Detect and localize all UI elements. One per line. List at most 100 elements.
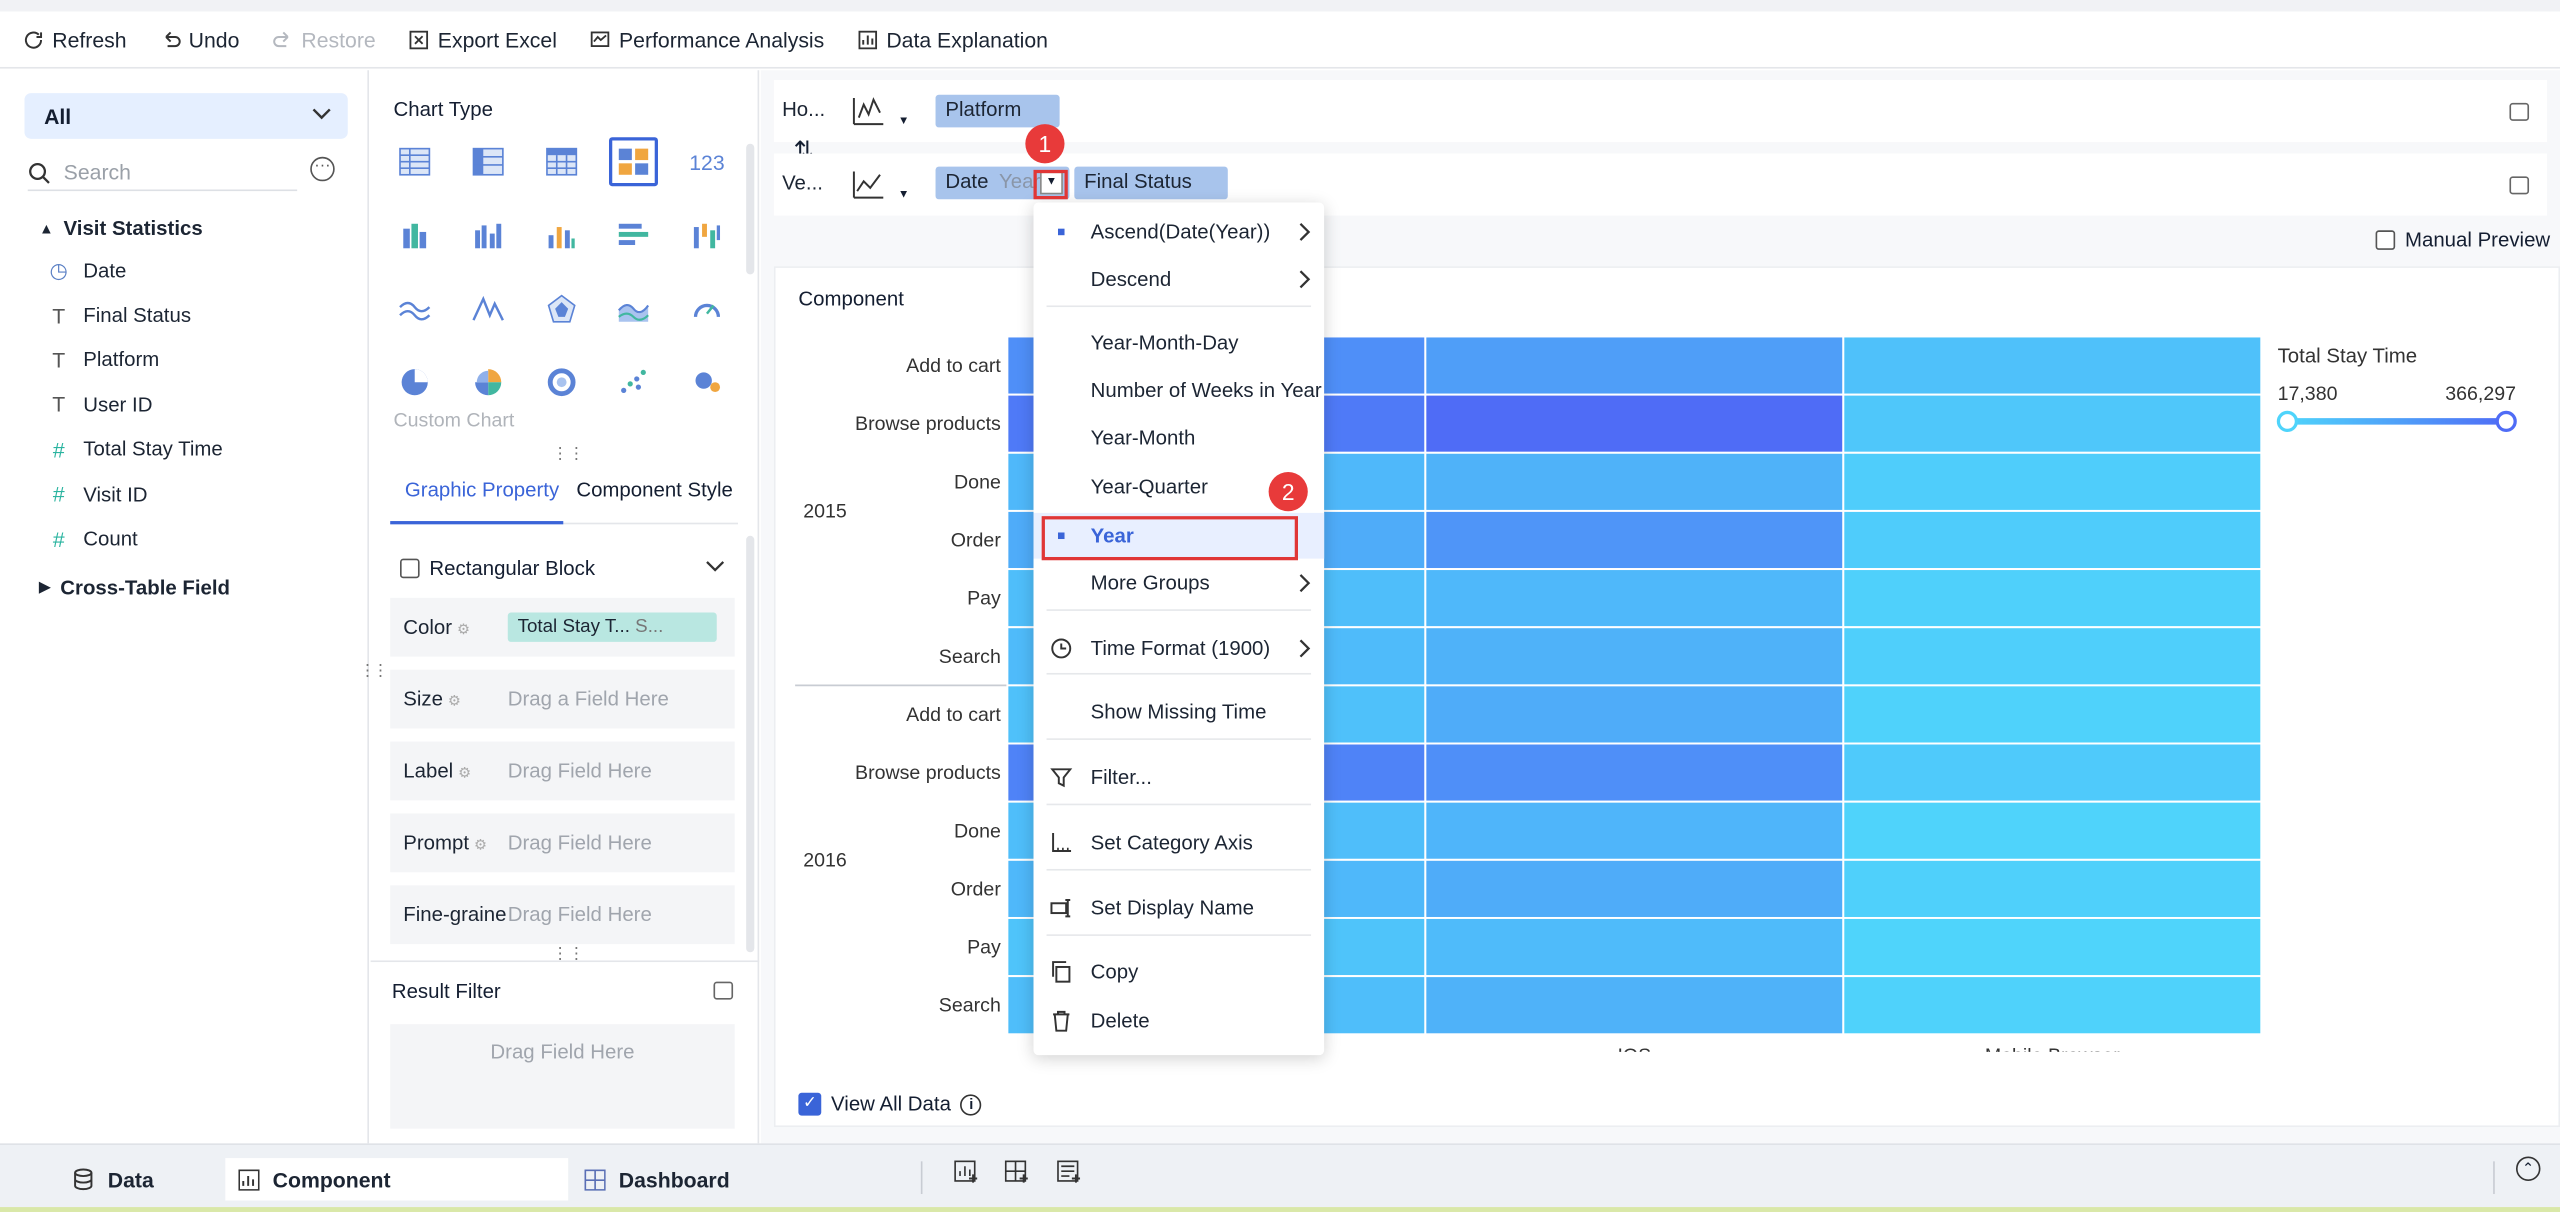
fine-grained-property[interactable]: Fine-graine Drag Field Here bbox=[390, 885, 735, 945]
menu-item-ascend-date-year[interactable]: Ascend(Date(Year)) bbox=[1033, 209, 1324, 255]
chart-type-group-table-icon[interactable] bbox=[464, 137, 513, 186]
chart-type-cross-table-icon[interactable] bbox=[537, 137, 586, 186]
menu-item-delete[interactable]: Delete bbox=[1033, 998, 1324, 1044]
menu-item-set-display-name[interactable]: Set Display Name bbox=[1033, 885, 1324, 931]
chart-type-bar-icon[interactable] bbox=[537, 211, 586, 260]
tab-component[interactable]: Component bbox=[225, 1158, 569, 1201]
refresh-icon bbox=[24, 30, 43, 48]
chart-type-line-icon[interactable] bbox=[390, 284, 439, 333]
menu-item-more-groups[interactable]: More Groups bbox=[1033, 560, 1324, 606]
chart-type-radar-icon[interactable] bbox=[537, 284, 586, 333]
menu-item-time-format-1900[interactable]: Time Format (1900) bbox=[1033, 626, 1324, 672]
horizontal-shelf[interactable]: Ho... ▼ Platform bbox=[773, 80, 2548, 143]
chart-type-scatter-icon[interactable] bbox=[609, 358, 658, 407]
restore-button[interactable]: Restore bbox=[272, 27, 376, 51]
color-field-chip[interactable]: Total Stay T... S... bbox=[507, 612, 717, 642]
caret-down-icon[interactable]: ▼ bbox=[897, 115, 910, 128]
chart-type-bubble-icon[interactable] bbox=[682, 358, 731, 407]
field-platform[interactable]: T Platform bbox=[0, 338, 367, 383]
manual-preview-checkbox[interactable] bbox=[2375, 230, 2396, 250]
result-filter-dropzone[interactable]: Drag Field Here bbox=[390, 1024, 735, 1129]
scrollbar[interactable] bbox=[746, 535, 755, 953]
view-all-checkbox[interactable]: ✓ bbox=[798, 1092, 822, 1116]
field-count[interactable]: # Count bbox=[0, 517, 367, 562]
field-user-id[interactable]: T User ID bbox=[0, 382, 367, 427]
field-final-status[interactable]: T Final Status bbox=[0, 293, 367, 338]
color-property[interactable]: Color ⚙ Total Stay T... S... bbox=[390, 597, 735, 657]
menu-item-copy[interactable]: Copy bbox=[1033, 949, 1324, 995]
vertical-shelf[interactable]: Ve... ▼ Date Year ▼ Final Status bbox=[773, 153, 2548, 216]
menu-item-set-category-axis[interactable]: Set Category Axis bbox=[1033, 820, 1324, 866]
add-dashboard-icon[interactable] bbox=[1004, 1158, 1030, 1184]
add-component-icon[interactable] bbox=[953, 1158, 979, 1184]
menu-item-year-month-day[interactable]: Year-Month-Day bbox=[1033, 320, 1324, 366]
tab-component-label: Component bbox=[272, 1167, 391, 1192]
lock-icon[interactable] bbox=[2509, 102, 2530, 121]
resize-handle-h[interactable]: ⋮⋮ bbox=[551, 445, 585, 464]
menu-item-year-month[interactable]: Year-Month bbox=[1033, 415, 1324, 461]
view-all-data-toggle[interactable]: ✓ View All Data i bbox=[798, 1092, 982, 1116]
lock-icon[interactable] bbox=[2509, 176, 2530, 195]
final-status-chip[interactable]: Final Status bbox=[1074, 166, 1228, 200]
size-property[interactable]: Size ⚙ Drag a Field Here bbox=[390, 669, 735, 729]
more-options-icon[interactable]: ··· bbox=[310, 156, 335, 182]
caret-right-icon: ▶ bbox=[39, 578, 51, 595]
menu-item-year[interactable]: Year bbox=[1033, 512, 1325, 559]
chart-type-gauge-icon[interactable] bbox=[682, 284, 731, 333]
chart-type-donut-icon[interactable] bbox=[537, 358, 586, 407]
chart-type-scrollbar[interactable] bbox=[746, 143, 755, 275]
chart-type-kpi-icon[interactable]: 123 bbox=[682, 137, 731, 186]
divider bbox=[370, 960, 760, 963]
field-visit-id[interactable]: # Visit ID bbox=[0, 472, 367, 517]
manual-preview-toggle[interactable]: Manual Preview bbox=[2375, 229, 2550, 252]
platform-chip[interactable]: Platform bbox=[935, 94, 1060, 128]
menu-item-filter[interactable]: Filter... bbox=[1033, 755, 1324, 801]
chart-type-radar-line-icon[interactable] bbox=[464, 284, 513, 333]
dataset-select[interactable]: All bbox=[24, 93, 348, 139]
row-label: Pay bbox=[967, 937, 1001, 959]
text-field-icon: T bbox=[52, 303, 66, 328]
menu-item-number-of-weeks-in-year[interactable]: Number of Weeks in Year bbox=[1033, 368, 1324, 414]
rectangular-block-row[interactable]: Rectangular Block bbox=[400, 552, 735, 585]
tab-component-style[interactable]: Component Style bbox=[576, 478, 733, 502]
label-property[interactable]: Label ⚙ Drag Field Here bbox=[390, 741, 735, 801]
chart-type-pie-icon[interactable] bbox=[390, 358, 439, 407]
tab-graphic-property[interactable]: Graphic Property bbox=[404, 478, 560, 502]
data-explanation-button[interactable]: Data Explanation bbox=[857, 27, 1048, 51]
group-visit-statistics[interactable]: ▲ Visit Statistics bbox=[0, 209, 367, 248]
prompt-property[interactable]: Prompt ⚙ Drag Field Here bbox=[390, 813, 735, 873]
tab-dashboard[interactable]: Dashboard bbox=[584, 1158, 730, 1200]
gear-icon: ⚙ bbox=[458, 764, 472, 781]
chart-type-grouped-bar-icon[interactable] bbox=[464, 211, 513, 260]
collapse-up-icon[interactable]: ⌃ bbox=[2515, 1156, 2541, 1181]
field-total-stay-time[interactable]: # Total Stay Time bbox=[0, 427, 367, 472]
lock-icon[interactable] bbox=[713, 981, 734, 1000]
tab-data[interactable]: Data bbox=[72, 1158, 154, 1200]
chart-type-heatmap-icon[interactable] bbox=[608, 137, 658, 187]
chart-type-hbar-icon[interactable] bbox=[609, 211, 658, 260]
menu-item-show-missing-time[interactable]: Show Missing Time bbox=[1033, 689, 1324, 735]
resize-handle-h2[interactable]: ⋮⋮ bbox=[551, 945, 585, 964]
rect-block-checkbox[interactable] bbox=[400, 558, 420, 579]
undo-button[interactable]: Undo bbox=[159, 27, 239, 51]
export-excel-button[interactable]: Export Excel bbox=[408, 27, 557, 51]
chart-type-waterfall-icon[interactable] bbox=[682, 211, 731, 260]
add-report-icon[interactable] bbox=[1056, 1158, 1082, 1184]
caret-down-icon[interactable]: ▼ bbox=[897, 189, 910, 201]
chart-type-stacked-bar-icon[interactable] bbox=[390, 211, 439, 260]
chart-type-area-icon[interactable] bbox=[609, 284, 658, 333]
heatmap-cell bbox=[1424, 509, 1845, 571]
performance-analysis-button[interactable]: Performance Analysis bbox=[590, 27, 824, 51]
group-cross-table[interactable]: ▶ Cross-Table Field bbox=[0, 568, 367, 607]
axis-type-icon[interactable] bbox=[851, 95, 887, 128]
chart-type-table-icon[interactable] bbox=[390, 137, 439, 186]
menu-item-year-quarter[interactable]: Year-Quarter bbox=[1033, 464, 1324, 510]
info-icon[interactable]: i bbox=[960, 1093, 982, 1115]
chart-type-rose-icon[interactable] bbox=[464, 358, 513, 407]
axis-type-icon[interactable] bbox=[851, 168, 887, 201]
refresh-button[interactable]: Refresh bbox=[23, 27, 127, 51]
field-search[interactable]: Search bbox=[27, 155, 298, 192]
field-date[interactable]: ◷ Date bbox=[0, 248, 367, 293]
resize-handle[interactable]: ⋮⋮ bbox=[359, 663, 388, 682]
menu-item-descend[interactable]: Descend bbox=[1033, 256, 1324, 302]
